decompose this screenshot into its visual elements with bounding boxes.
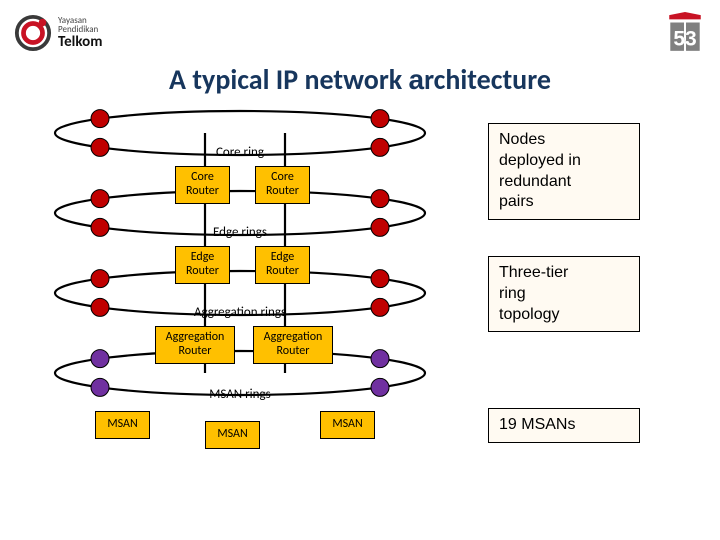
callout-msans: 19 MSANs	[488, 408, 640, 443]
label-core-ring: Core ring	[200, 145, 280, 160]
callout-three-tier: Three-tier ring topology	[488, 256, 640, 332]
brand-logo-left: Yayasan Pendidikan Telkom	[14, 14, 102, 52]
box-core-router-2: Core Router	[255, 166, 310, 204]
title-accent: a	[409, 64, 425, 95]
box-edge-router-1: Edge Router	[175, 246, 230, 284]
label-msan-rings: MSAN rings	[195, 387, 285, 402]
box-agg-router-2: Aggregation Router	[253, 326, 333, 364]
page-number-icon: 53 53 53	[664, 12, 706, 54]
box-msan-3: MSAN	[320, 411, 375, 439]
label-edge-rings: Edge rings	[195, 225, 285, 240]
box-core-router-1: Core Router	[175, 166, 230, 204]
svg-text:53: 53	[673, 28, 696, 51]
box-msan-1: MSAN	[95, 411, 150, 439]
title-prefix: A typical IP network	[169, 62, 409, 97]
slide-title: A typical IP network architecture	[0, 62, 720, 97]
box-msan-2: MSAN	[205, 421, 260, 449]
title-suffix: rchitecture	[424, 62, 551, 97]
callout-nodes: Nodes deployed in redundant pairs	[488, 123, 640, 220]
box-edge-router-2: Edge Router	[255, 246, 310, 284]
telkom-ring-icon	[14, 14, 52, 52]
label-agg-rings: Aggregation rings	[175, 305, 305, 320]
box-agg-router-1: Aggregation Router	[155, 326, 235, 364]
brand-big: Telkom	[58, 35, 102, 51]
